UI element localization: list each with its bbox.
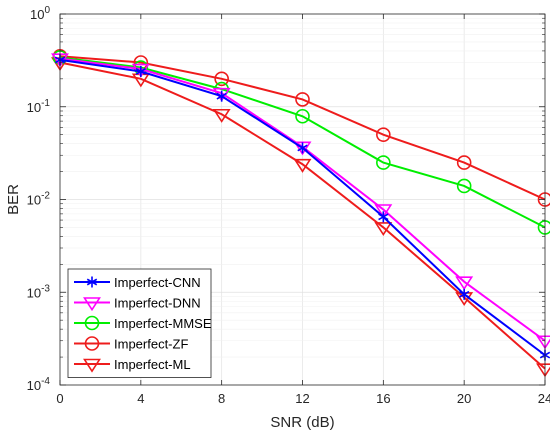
legend-marker — [86, 276, 98, 288]
x-axis-label: SNR (dB) — [270, 414, 334, 431]
x-tick-label: 4 — [137, 391, 144, 406]
asterisk-stroke — [459, 290, 470, 298]
legend-marker — [83, 358, 101, 373]
data-point — [376, 155, 391, 170]
legend: Imperfect-CNN Imperfect-DNN Imperfect-MMSE… — [67, 268, 212, 378]
data-point — [293, 158, 312, 173]
data-point — [374, 204, 393, 219]
legend-entry: Imperfect-ZF — [74, 336, 188, 352]
legend-label: Imperfect-CNN — [114, 275, 201, 290]
data-point — [216, 90, 227, 102]
x-tick-label: 20 — [457, 391, 471, 406]
asterisk-stroke — [86, 278, 98, 286]
legend-entry: Imperfect-MMSE — [74, 315, 212, 331]
data-point — [378, 211, 389, 223]
legend-marker — [83, 297, 101, 312]
legend-entry: Imperfect-CNN — [74, 275, 201, 290]
legend-marker — [84, 315, 100, 331]
data-point — [374, 222, 393, 237]
data-point — [135, 65, 146, 77]
data-point — [293, 141, 312, 156]
y-axis-label: BER — [5, 184, 22, 215]
y-tick-label: 10-4 — [27, 376, 51, 393]
data-point — [295, 92, 310, 107]
legend-marker — [84, 336, 100, 351]
series-layer — [51, 48, 550, 378]
y-tick-label: 10-3 — [27, 283, 51, 300]
x-tick-label: 24 — [538, 391, 550, 406]
asterisk-stroke — [216, 92, 227, 100]
series-line — [59, 55, 546, 201]
axes: 0 4 8 12 16 20 24 100 10-1 10-2 10-3 10-4 — [27, 5, 550, 406]
legend-entry: Imperfect-ML — [74, 357, 191, 373]
legend-label: Imperfect-DNN — [114, 296, 201, 311]
data-point — [456, 178, 472, 194]
data-point — [297, 142, 308, 154]
y-tick-label: 10-2 — [27, 191, 51, 208]
data-point — [212, 108, 231, 123]
data-point — [214, 71, 229, 87]
data-point — [295, 108, 310, 124]
asterisk-stroke — [135, 68, 146, 75]
y-tick-label: 10-1 — [27, 98, 51, 115]
asterisk-stroke — [378, 213, 389, 221]
x-tick-label: 12 — [295, 391, 309, 406]
asterisk-stroke — [297, 144, 308, 152]
data-point — [456, 155, 472, 170]
legend-label: Imperfect-ML — [114, 357, 191, 372]
data-point — [455, 276, 474, 291]
legend-label: Imperfect-MMSE — [114, 316, 212, 331]
data-point — [459, 288, 470, 300]
legend-label: Imperfect-ZF — [114, 337, 188, 352]
x-tick-label: 16 — [376, 391, 390, 406]
y-tick-label: 100 — [30, 5, 50, 22]
x-tick-label: 8 — [218, 391, 225, 406]
x-tick-label: 0 — [56, 391, 63, 406]
data-point — [376, 127, 391, 142]
legend-entry: Imperfect-DNN — [74, 296, 201, 312]
